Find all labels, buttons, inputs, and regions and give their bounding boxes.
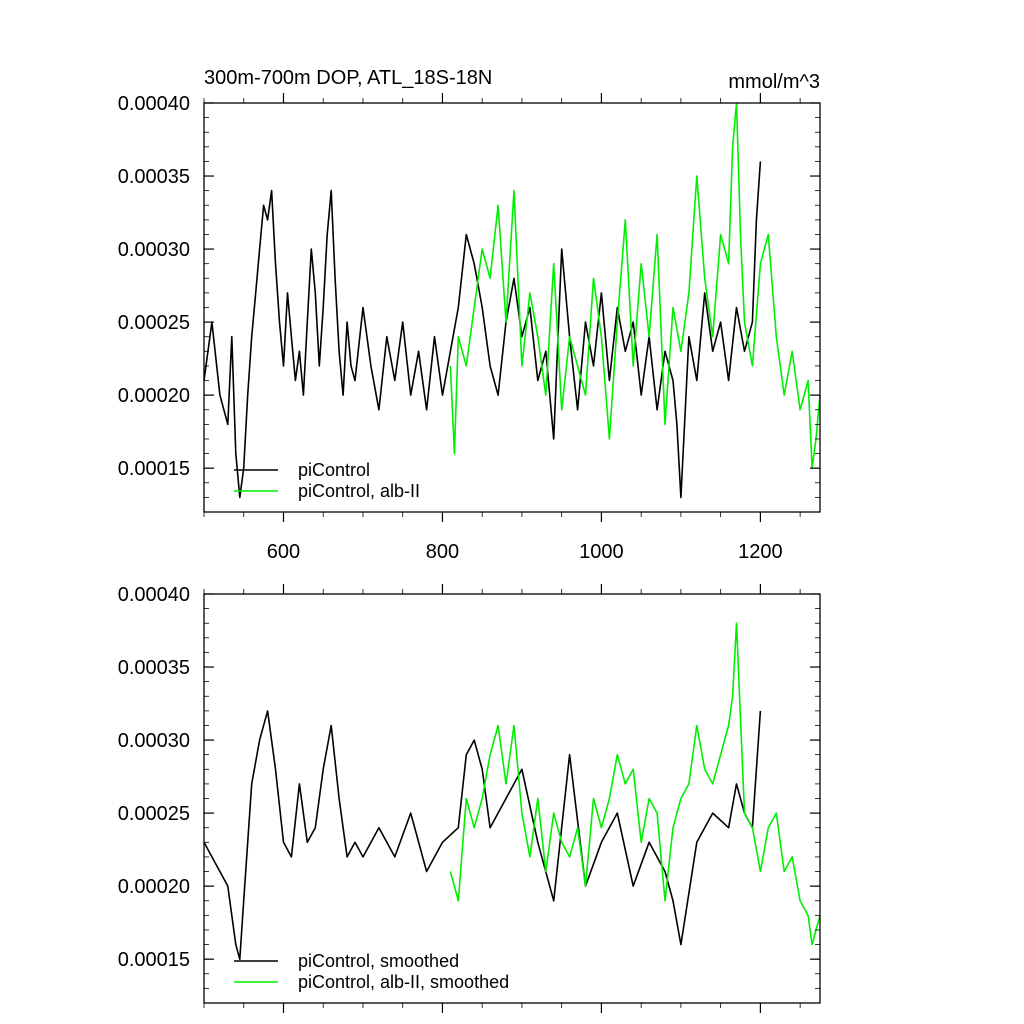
- series-line-0: [203, 710, 762, 960]
- legend-label-alb-II-smoothed: piControl, alb-II, smoothed: [298, 972, 509, 992]
- bottom-panel: 0.00015 0.00020 0.00025 0.00030 0.00035 0.000…: [118, 584, 821, 1013]
- legend-label-smoothed: piControl, smoothed: [298, 951, 459, 971]
- axis-layer: 0.00015 0.00020 0.00025 0.00030 0.00035 0.000…: [118, 584, 820, 1013]
- x-tick-label: 800: [426, 541, 459, 563]
- plot-frame: [203, 102, 821, 513]
- y-tick-label: 0.00030: [118, 730, 190, 752]
- y-tick-label: 0.00020: [118, 385, 190, 407]
- y-tick-label: 0.00015: [118, 949, 190, 971]
- y-tick-label: 0.00020: [118, 876, 190, 898]
- units-label: mmol/m^3: [728, 71, 820, 93]
- legend: piControl, smoothed piControl, alb-II, s…: [234, 951, 509, 992]
- legend-label-alb-II: piControl, alb-II: [298, 481, 420, 501]
- series-line-1: [449, 622, 821, 946]
- y-tick-label: 0.00035: [118, 657, 190, 679]
- plot-frame: [203, 593, 821, 1004]
- panel-title: 300m-700m DOP, ATL_18S-18N: [204, 67, 492, 89]
- legend-label-piControl: piControl: [298, 460, 370, 480]
- series-line-1: [449, 102, 821, 469]
- y-tick-label: 0.00025: [118, 803, 190, 825]
- series-layer: [203, 622, 821, 960]
- y-tick-label: 0.00015: [118, 458, 190, 480]
- top-panel: 300m-700m DOP, ATL_18S-18N mmol/m^3 0.00…: [118, 67, 821, 563]
- x-tick-label: 1000: [579, 541, 624, 563]
- axis-layer: 0.00015 0.00020 0.00025 0.00030 0.00035 0.000…: [118, 93, 820, 563]
- y-tick-label: 0.00040: [118, 584, 190, 606]
- y-tick-label: 0.00025: [118, 312, 190, 334]
- series-line-0: [203, 161, 762, 499]
- y-tick-label: 0.00030: [118, 239, 190, 261]
- y-tick-label: 0.00035: [118, 166, 190, 188]
- x-tick-label: 600: [267, 541, 300, 563]
- series-layer: [203, 102, 821, 499]
- x-tick-label: 1200: [738, 541, 783, 563]
- legend: piControl piControl, alb-II: [234, 460, 420, 501]
- y-tick-label: 0.00040: [118, 93, 190, 115]
